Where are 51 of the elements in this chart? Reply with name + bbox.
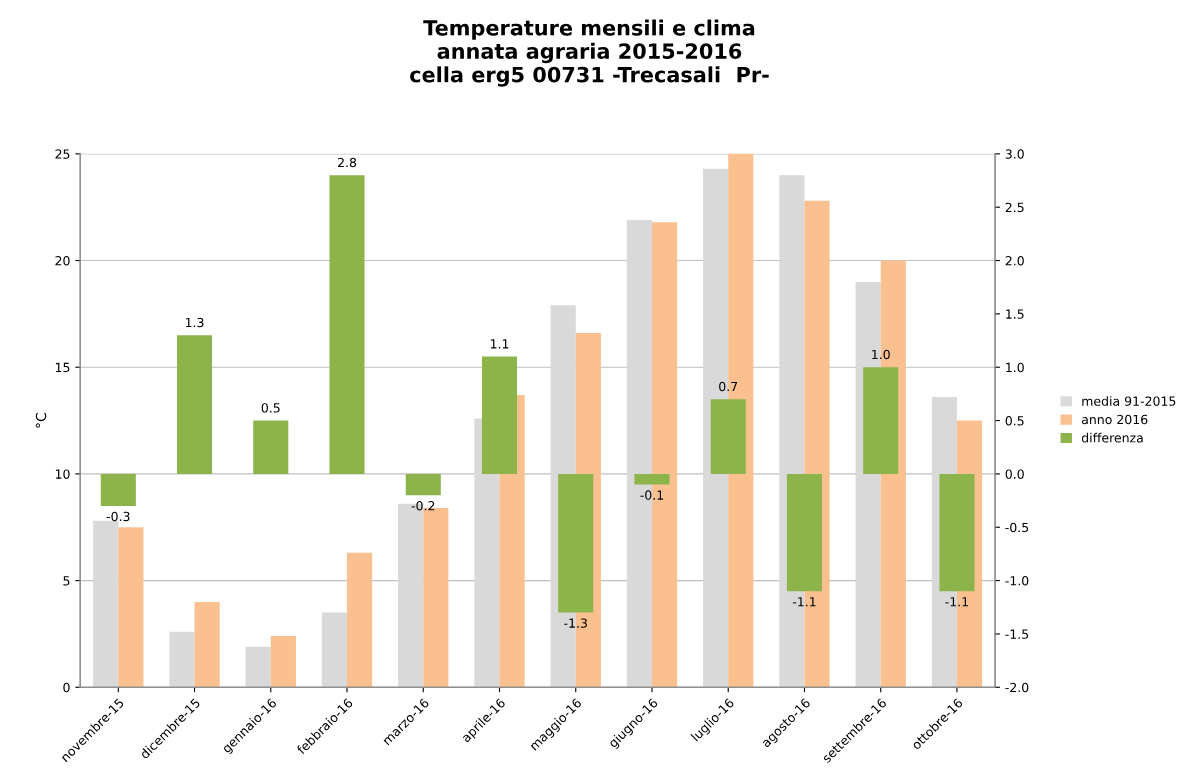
bar (100, 473, 136, 506)
data-label: -0.1 (640, 490, 664, 500)
bar (194, 601, 220, 688)
data-label: 1.1 (490, 339, 509, 349)
bar (863, 367, 899, 474)
y2-tick-label: -2.0 (1005, 682, 1029, 693)
y-tick-label: 0 (63, 682, 70, 693)
data-label: 0.5 (261, 403, 280, 413)
y2-tick-label: 0.5 (1005, 416, 1024, 426)
bar (321, 612, 348, 688)
y2-tick-label: -1.5 (1005, 629, 1029, 639)
y-axis-title: °C (35, 413, 47, 428)
data-label: -1.1 (792, 597, 816, 607)
data-label: -0.2 (411, 501, 435, 511)
y-tick-label: 15 (55, 362, 70, 373)
data-label: 2.8 (338, 157, 357, 168)
bar (329, 175, 365, 474)
y2-tick-label: 1.5 (1006, 309, 1024, 319)
data-label: 1.3 (185, 317, 204, 328)
bar (710, 399, 746, 474)
data-label: -1.1 (945, 597, 968, 607)
bar (786, 473, 823, 592)
legend-label: anno 2016 (1081, 414, 1148, 425)
data-label: 1.0 (872, 349, 890, 360)
bar (347, 552, 373, 688)
y-tick-label: 10 (55, 469, 70, 479)
bar (270, 636, 296, 688)
bar (253, 420, 289, 474)
data-label: 0.7 (719, 381, 738, 392)
bar (93, 520, 119, 688)
bar (634, 473, 670, 485)
bar (118, 527, 144, 688)
legend-label: differenza (1081, 432, 1143, 443)
bar (245, 646, 271, 688)
y2-tick-label: 2.5 (1005, 202, 1024, 213)
y-tick-label: 5 (63, 576, 70, 586)
data-label: -1.3 (564, 618, 587, 628)
bar (405, 473, 441, 496)
y2-tick-label: 0.0 (1005, 469, 1024, 479)
y2-tick-label: 1.0 (1006, 362, 1024, 373)
bar (169, 631, 195, 688)
y2-tick-label: -0.5 (1005, 522, 1029, 533)
y-tick-label: 20 (55, 256, 70, 266)
y2-tick-label: 3.0 (1005, 149, 1024, 159)
bar (177, 335, 213, 474)
chart-title: Temperature mensili e clima annata agraria 2015-2016 cella erg5 00731 -Trecasali Pr- (410, 19, 769, 87)
y-tick-label: 25 (55, 149, 70, 159)
y2-tick-label: 2.0 (1005, 256, 1024, 266)
y2-tick-label: -1.0 (1005, 576, 1029, 586)
data-label: -0.3 (106, 511, 130, 522)
legend-label: media 91-2015 (1082, 396, 1176, 406)
